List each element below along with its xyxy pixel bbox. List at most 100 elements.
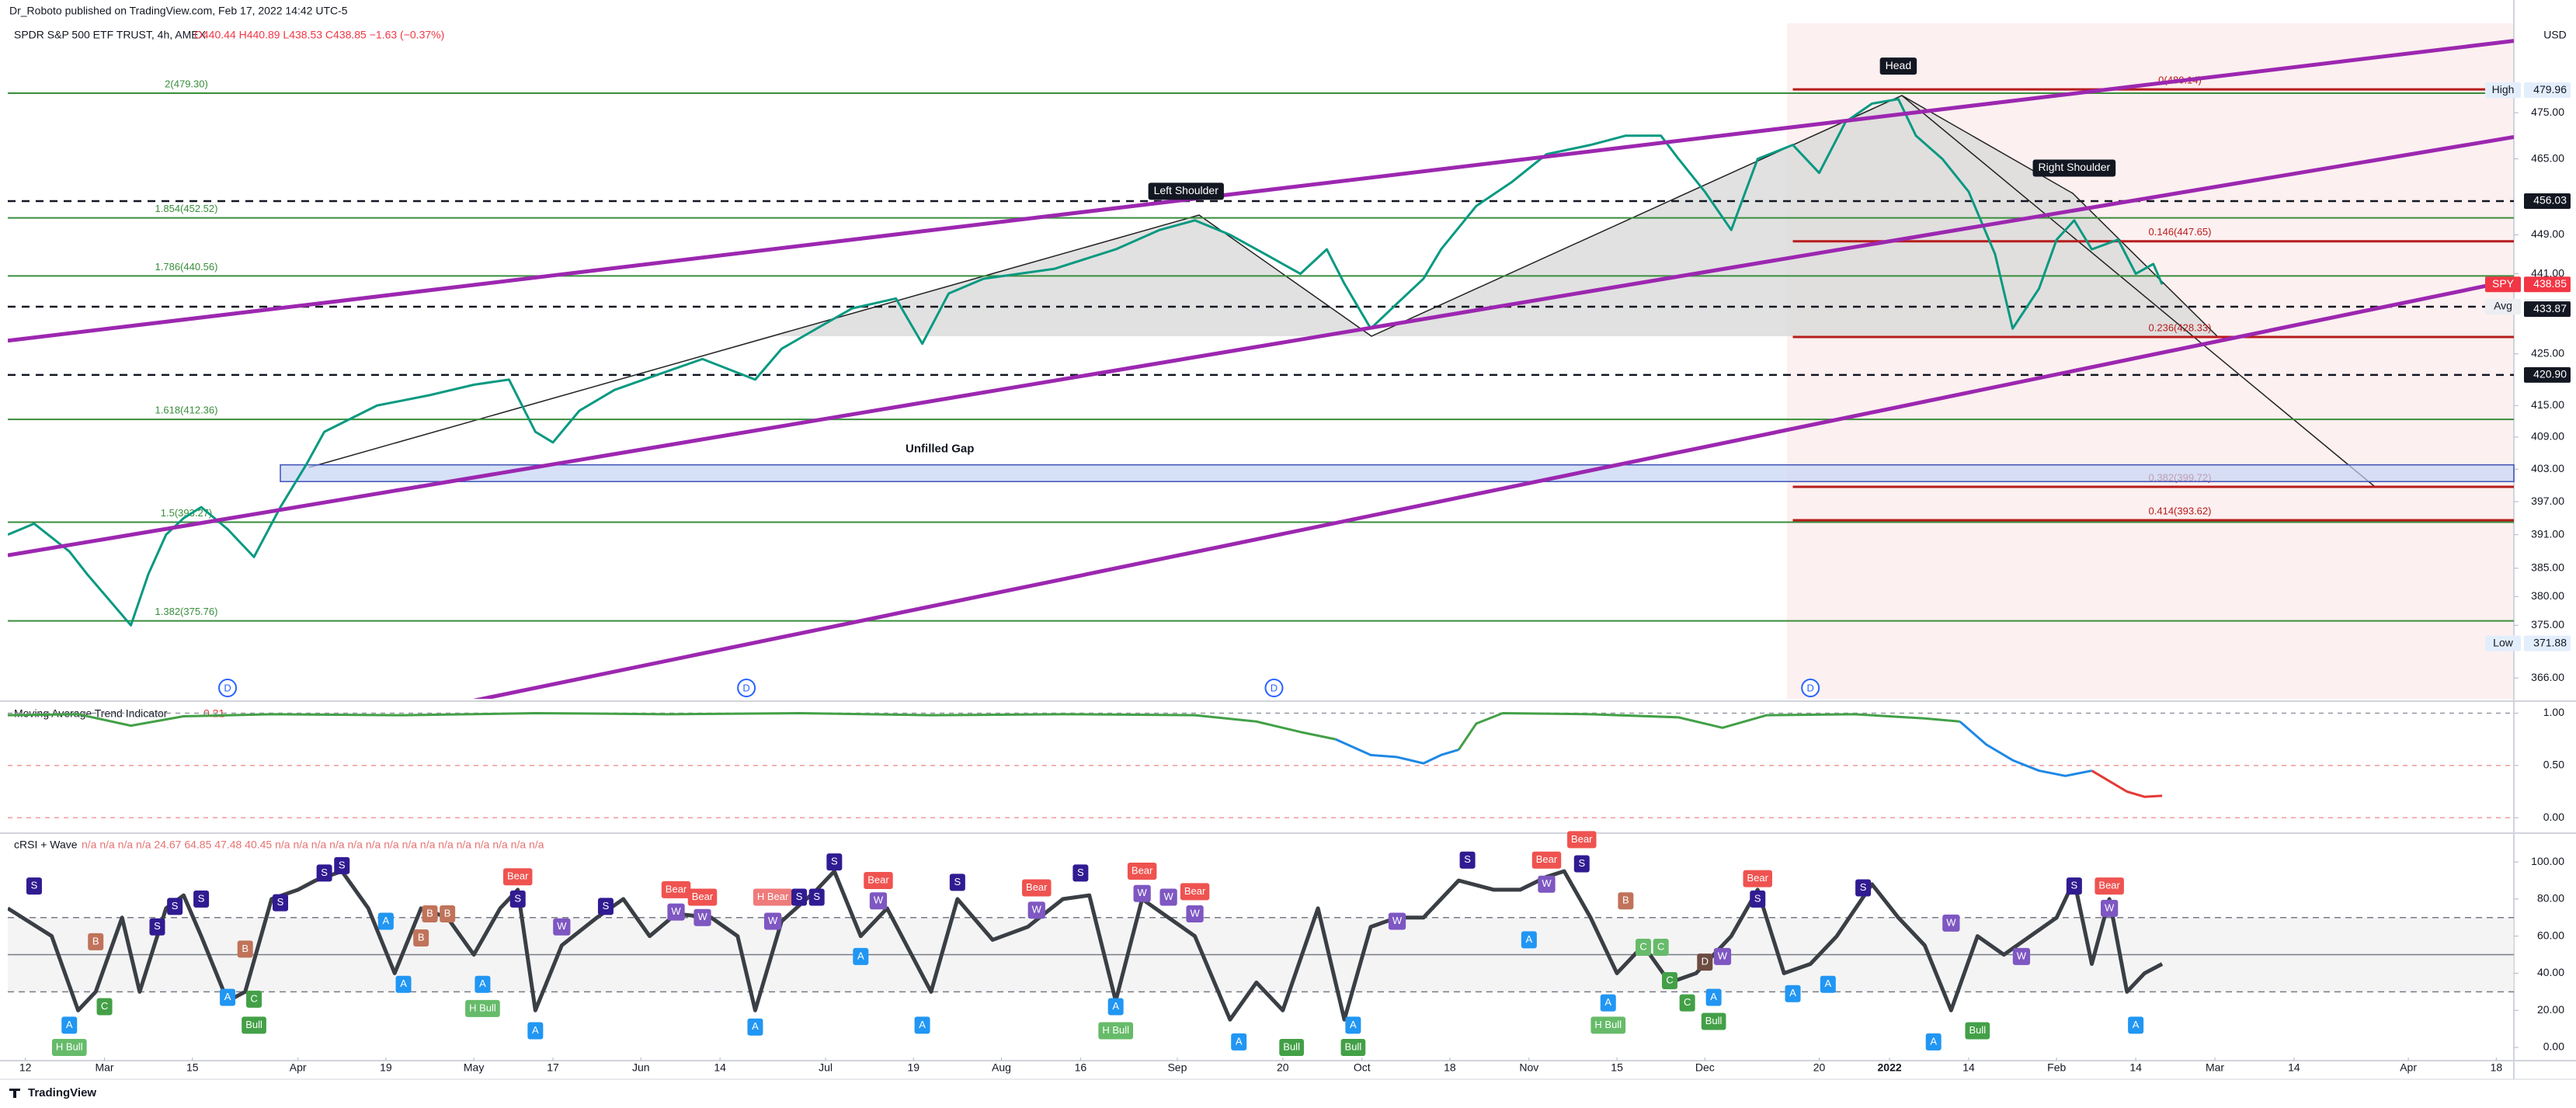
signal-label: Bear (1747, 872, 1769, 884)
signal-box (88, 933, 104, 950)
x-tick-label: 19 (907, 1061, 920, 1074)
signal-label: A (1710, 991, 1717, 1002)
signal-label: S (954, 876, 961, 887)
fib-label: 1.5(393.27) (161, 507, 213, 519)
price-tag-value: 433.87 (2533, 302, 2567, 314)
signal-box (2012, 947, 2031, 965)
x-tick-label: 14 (2129, 1061, 2142, 1074)
signal-label: A (919, 1019, 926, 1030)
price-tag-name: High (2492, 83, 2515, 96)
signal-label: S (2071, 880, 2078, 891)
indicator-values: n/a n/a n/a n/a 24.67 64.85 47.48 40.45 … (82, 839, 544, 851)
y-tick-label: 80.00 (2537, 892, 2564, 905)
signal-label: A (1526, 933, 1533, 945)
x-tick-label: Apr (2400, 1061, 2417, 1074)
x-tick-label: 18 (1444, 1061, 1456, 1074)
signal-label: W (1542, 877, 1552, 889)
signal-box (377, 912, 394, 930)
price-tag-name-box (2485, 299, 2521, 315)
signal-box (96, 998, 113, 1016)
signal-label: W (768, 915, 778, 926)
signal-label: Bear (1571, 833, 1593, 845)
x-tick-label: Feb (2047, 1061, 2066, 1074)
signal-box (1679, 994, 1695, 1012)
signal-box (61, 1016, 78, 1034)
signal-box (273, 894, 289, 912)
price-tag-value: 456.03 (2533, 194, 2567, 207)
x-tick-label: 2022 (1878, 1061, 1902, 1074)
signal-label: S (831, 856, 838, 867)
signal-box (1573, 855, 1590, 873)
signal-label: Bear (2098, 880, 2120, 891)
signal-label: S (321, 867, 328, 878)
signal-box (1072, 864, 1089, 882)
signal-label: A (1112, 1000, 1119, 1012)
indicator-title: Moving Average Trend Indicator (14, 707, 168, 720)
signal-label: B (418, 931, 425, 943)
price-tag-name: Avg (2494, 300, 2512, 312)
price-tag (2524, 301, 2571, 318)
signal-box (1662, 971, 1678, 989)
y-tick-label: 415.00 (2531, 398, 2564, 411)
signal-box (246, 990, 262, 1008)
signal-box (237, 940, 253, 958)
signal-label: S (31, 880, 38, 891)
fib-label: 0.414(393.62) (2149, 505, 2212, 516)
signal-label: S (1754, 892, 1761, 904)
signal-label: A (383, 915, 390, 926)
price-tag (2524, 366, 2571, 383)
x-tick-label: Apr (290, 1061, 307, 1074)
signal-box (553, 918, 571, 936)
signal-label: B (242, 943, 249, 954)
signal-box (1600, 994, 1616, 1012)
x-tick-label: Sep (1167, 1061, 1187, 1074)
signal-label: H Bull (56, 1040, 83, 1052)
x-tick-label: 12 (19, 1061, 32, 1074)
signal-box (694, 908, 711, 926)
x-tick-label: 15 (186, 1061, 199, 1074)
signal-box (1785, 985, 1801, 1002)
price-tag-value: 420.90 (2533, 368, 2567, 380)
y-tick-label: 441.00 (2531, 266, 2564, 279)
signal-label: C (1657, 940, 1664, 952)
signal-label: W (1718, 950, 1728, 961)
x-tick-label: Jun (632, 1061, 650, 1074)
y-tick-label: 391.00 (2531, 527, 2564, 540)
signal-box (1855, 879, 1872, 897)
signal-label: W (1392, 915, 1403, 926)
signal-label: S (813, 891, 820, 902)
signal-label: H Bull (469, 1002, 496, 1013)
annotation-label: Right Shoulder (2039, 161, 2111, 173)
gap-label: Unfilled Gap (906, 443, 974, 456)
signal-label: Bear (692, 891, 714, 902)
y-tick-label: 0.00 (2543, 811, 2564, 823)
signal-label: C (1639, 940, 1646, 952)
signal-box (1965, 1022, 1990, 1040)
annotation-box (1879, 57, 1917, 75)
price-tag (2524, 635, 2571, 651)
signal-label: S (1860, 881, 1867, 893)
y-tick-label: 0.50 (2543, 759, 2564, 771)
signal-label: A (1824, 978, 1831, 989)
signal-label: S (603, 900, 610, 912)
signal-label: S (198, 892, 205, 904)
signal-box (667, 903, 685, 921)
signal-label: W (874, 894, 884, 906)
signal-box (1027, 901, 1045, 919)
series-line (7, 711, 1960, 751)
y-tick-label: 449.00 (2531, 228, 2564, 240)
signal-box (1388, 912, 1406, 930)
signal-label: S (172, 900, 179, 912)
signal-label: A (224, 991, 231, 1002)
signal-label: W (1163, 891, 1173, 902)
signal-label: W (2017, 950, 2027, 961)
signal-box (1590, 1016, 1626, 1034)
signal-box (395, 975, 412, 993)
signal-box (763, 912, 782, 930)
annotation-label: Head (1886, 59, 1911, 71)
signal-label: H Bull (1594, 1019, 1622, 1030)
signal-box (1279, 1038, 1304, 1056)
signal-label: W (1190, 907, 1200, 919)
dividend-marker (218, 679, 238, 697)
